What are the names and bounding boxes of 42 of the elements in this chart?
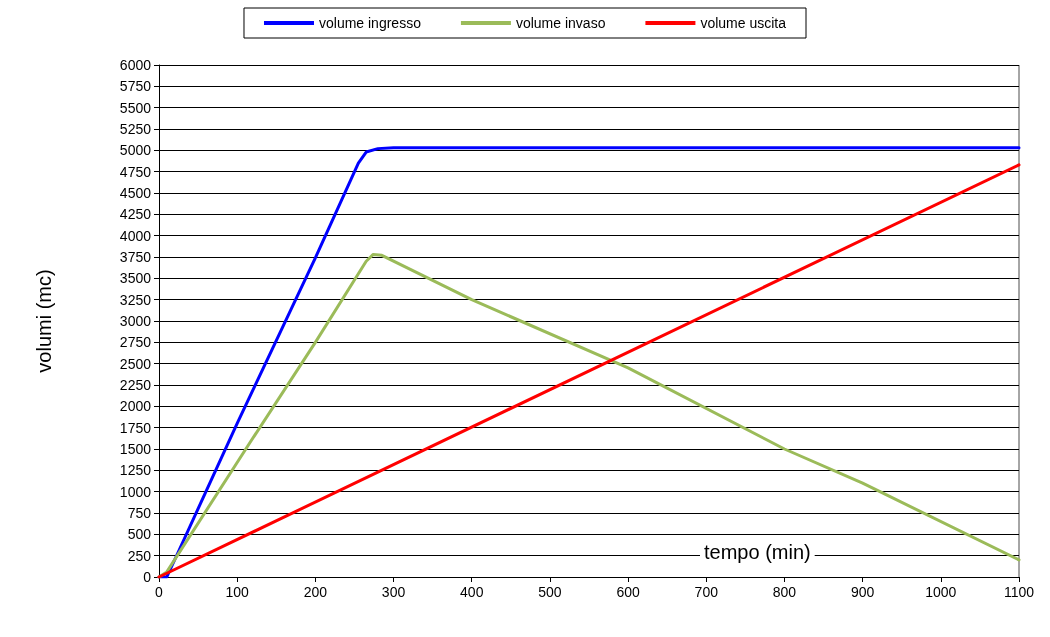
legend-label: volume ingresso [318,15,422,31]
x-tick-label: 100 [225,584,250,600]
y-tick-label: 0 [143,569,152,585]
y-tick-label: 1000 [119,483,152,500]
x-tick-label: 300 [381,584,406,600]
x-tick-label: 200 [303,584,328,600]
y-tick-label: 5750 [119,78,152,95]
y-tick-label: 4500 [119,185,152,201]
y-tick-label: 4000 [119,227,152,244]
y-tick-label: 2250 [119,377,152,393]
y-tick-label: 3000 [119,313,152,329]
y-tick-label: 2500 [119,355,152,372]
x-tick-label: 0 [155,584,164,600]
x-tick-label: 1100 [1003,584,1035,600]
y-tick-label: 1750 [119,419,152,436]
x-tick-label: 1000 [925,584,957,600]
x-tick-label: 400 [460,584,484,600]
y-tick-label: 1250 [119,462,152,479]
y-tick-label: 4250 [119,206,152,223]
y-tick-label: 1500 [119,441,152,457]
y-tick-label: 3250 [119,291,152,308]
x-tick-label: 500 [538,584,562,600]
y-tick-label: 5500 [119,99,152,116]
x-tick-label: 900 [850,584,875,600]
legend-label: volume uscita [700,15,787,31]
y-tick-label: 6000 [119,57,152,73]
y-tick-label: 5250 [119,121,152,137]
y-tick-label: 250 [127,547,152,564]
x-axis-title: tempo (min) [704,541,811,563]
y-axis-title: volumi (mc) [33,269,55,373]
y-tick-label: 2000 [119,398,152,415]
y-tick-label: 3750 [119,249,152,265]
x-tick-label: 600 [616,584,640,600]
y-tick-label: 5000 [119,142,152,159]
y-tick-label: 4750 [119,163,152,180]
y-tick-label: 750 [127,505,152,521]
y-tick-label: 3500 [119,270,152,287]
legend-label: volume invaso [515,15,606,31]
y-tick-label: 2750 [119,334,152,351]
y-tick-label: 500 [127,526,152,543]
x-tick-label: 800 [772,584,797,600]
x-tick-label: 700 [694,584,719,600]
